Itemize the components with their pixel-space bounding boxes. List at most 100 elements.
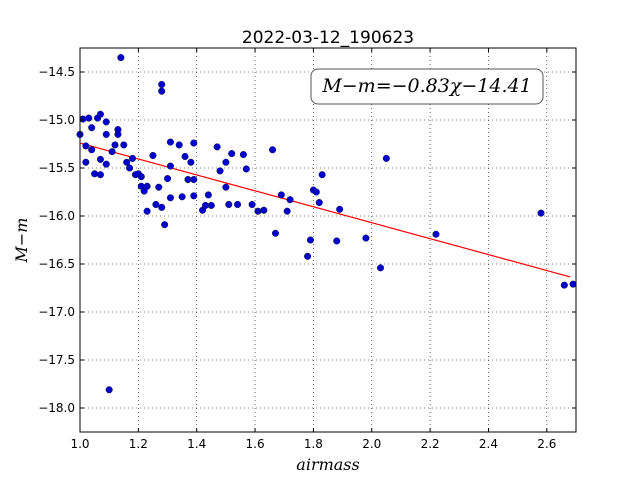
x-axis-label: airmass [296, 455, 359, 474]
grid-lines [79, 48, 576, 432]
data-point [269, 146, 277, 154]
data-point [304, 252, 312, 260]
data-point [239, 151, 247, 159]
x-tick-label: 1.0 [70, 437, 89, 451]
data-point [152, 200, 160, 208]
data-point [108, 148, 116, 156]
data-points [76, 54, 577, 394]
data-point [126, 164, 134, 172]
data-point [254, 207, 262, 215]
y-tick-label: −17.5 [38, 353, 75, 367]
y-axis-label: M−m [12, 218, 31, 264]
data-point [362, 234, 370, 242]
data-point [283, 207, 291, 215]
y-tick-label: −14.5 [38, 65, 75, 79]
fit-line-group [79, 142, 571, 278]
data-point [82, 158, 90, 166]
data-point [96, 110, 104, 118]
data-point [222, 158, 230, 166]
data-point [271, 229, 279, 237]
data-point [91, 170, 99, 178]
data-point [248, 200, 256, 208]
data-point [114, 130, 122, 138]
data-point [260, 206, 268, 214]
data-point [79, 115, 87, 123]
data-point [102, 130, 110, 138]
data-point [88, 146, 96, 154]
data-point [277, 191, 285, 199]
data-point [382, 154, 390, 162]
data-point [333, 237, 341, 245]
y-tick-label: −15.5 [38, 161, 75, 175]
data-point [201, 201, 209, 209]
chart-title: 2022-03-12_190623 [242, 28, 414, 48]
y-tick-label: −16.0 [38, 209, 75, 223]
data-point [228, 150, 236, 158]
x-tick-label: 1.4 [187, 437, 206, 451]
x-tick-label: 2.0 [362, 437, 381, 451]
y-tick-label: −18.0 [38, 401, 75, 415]
x-tick-label: 1.2 [129, 437, 148, 451]
data-point [120, 141, 128, 149]
data-point [560, 281, 568, 289]
data-point [537, 209, 545, 217]
data-point [178, 193, 186, 201]
data-point [155, 183, 163, 191]
data-point [190, 192, 198, 200]
fit-line [79, 142, 571, 278]
x-tick-label: 2.4 [479, 437, 498, 451]
data-point [158, 203, 166, 211]
data-point [143, 182, 151, 190]
data-point [207, 201, 215, 209]
data-point [175, 141, 183, 149]
data-point [158, 80, 166, 88]
data-point [225, 200, 233, 208]
x-tick-label: 2.6 [537, 437, 556, 451]
data-point [234, 200, 242, 208]
data-point [129, 154, 137, 162]
data-point [123, 158, 131, 166]
y-tick-label: −16.5 [38, 257, 75, 271]
data-point [336, 205, 344, 213]
data-point [184, 176, 192, 184]
y-axis-ticks: −14.5 −15.0 −15.5 −16.0 −16.5 −17.0 −17.5 −18.0 [38, 65, 576, 415]
data-point [306, 236, 314, 244]
data-point [318, 171, 326, 179]
data-point [82, 142, 90, 150]
data-point [166, 162, 174, 170]
data-point [315, 199, 323, 207]
data-point [190, 176, 198, 184]
data-point [111, 141, 119, 149]
data-point [102, 160, 110, 168]
data-point [149, 152, 157, 160]
x-tick-label: 1.6 [246, 437, 265, 451]
data-point [242, 165, 250, 173]
data-point [85, 114, 93, 122]
data-point [432, 230, 440, 238]
data-point [164, 175, 172, 183]
data-point [204, 191, 212, 199]
data-point [96, 171, 104, 179]
data-point [216, 167, 224, 175]
data-point [166, 194, 174, 202]
x-tick-label: 1.8 [304, 437, 323, 451]
annotation-box [310, 68, 544, 105]
y-tick-label: −15.0 [38, 113, 75, 127]
data-point [222, 183, 230, 191]
data-point [105, 386, 113, 394]
annotation-text: M−m=−0.83χ−14.41 [321, 75, 531, 97]
data-point [161, 221, 169, 229]
data-point [166, 138, 174, 146]
data-point [102, 118, 110, 126]
data-point [377, 264, 385, 272]
x-tick-label: 2.2 [421, 437, 440, 451]
data-point [286, 196, 294, 204]
y-tick-label: −17.0 [38, 305, 75, 319]
data-point [88, 124, 96, 132]
data-point [96, 155, 104, 163]
x-axis-ticks: 1.0 1.2 1.4 1.6 1.8 2.0 2.2 2.4 2.6 [70, 48, 556, 451]
data-point [213, 143, 221, 151]
plot-frame [79, 47, 577, 433]
data-point [187, 158, 195, 166]
